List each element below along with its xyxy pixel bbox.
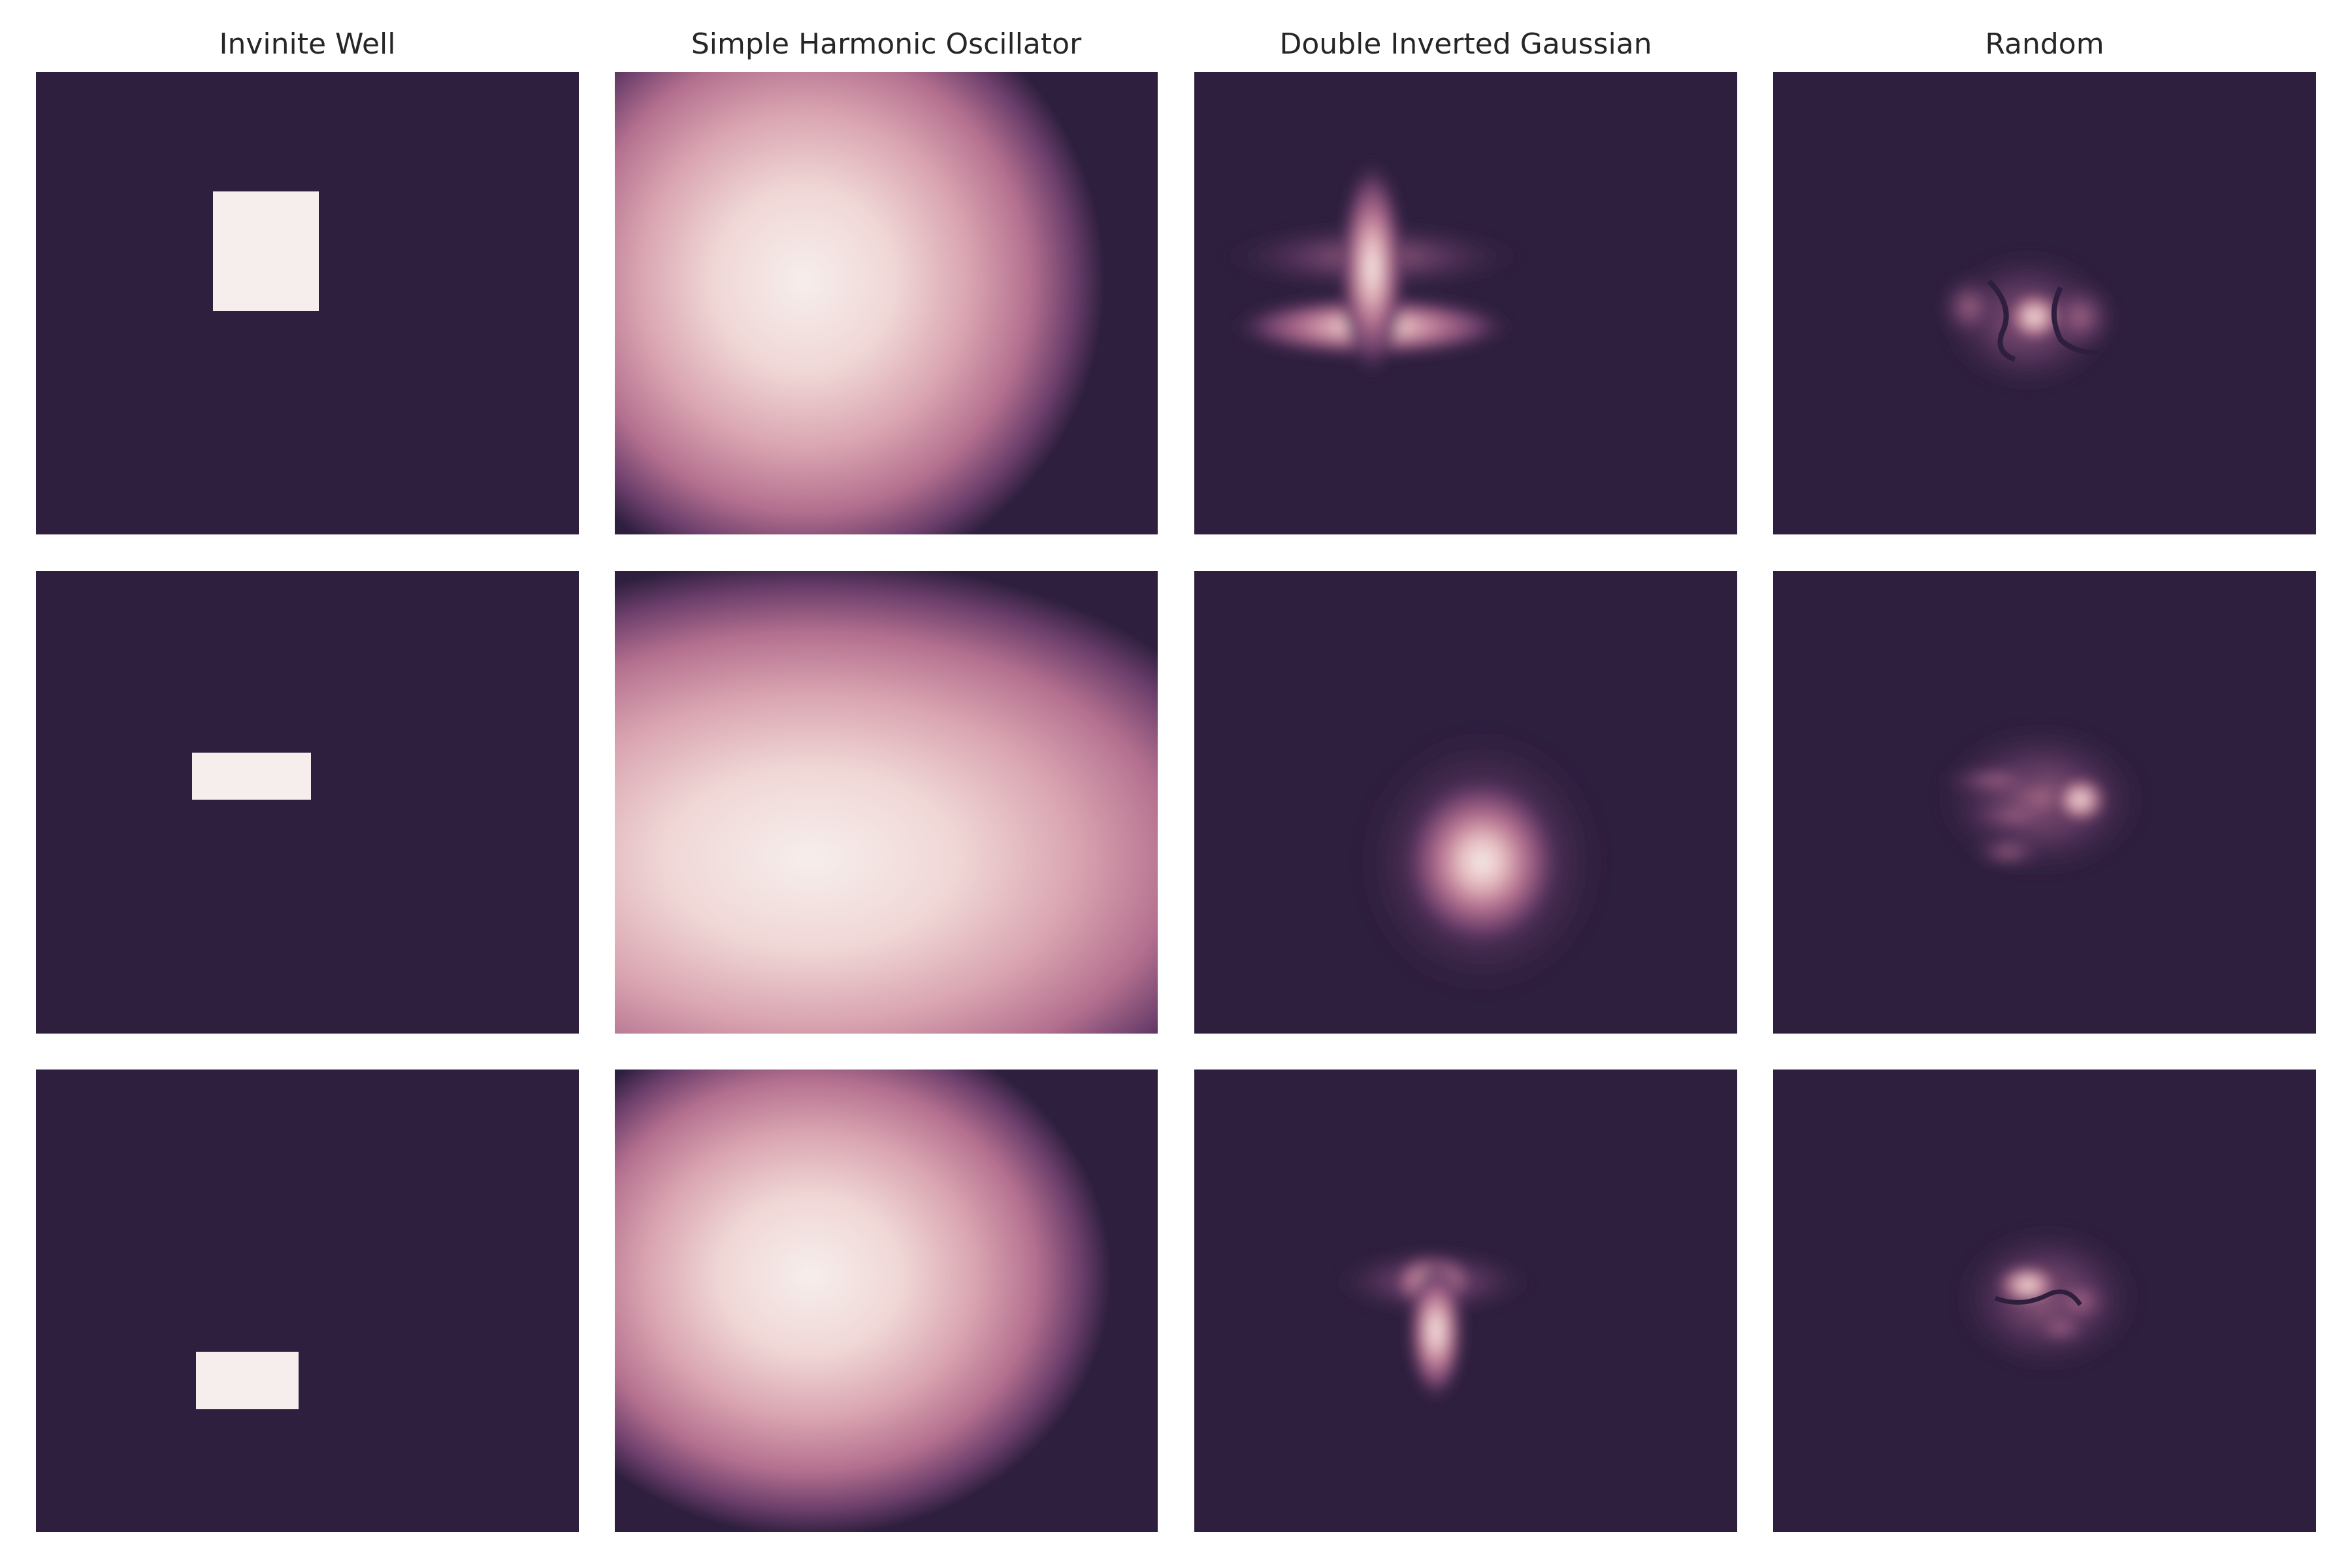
panel-harmonic-oscillator-3 [615, 1070, 1158, 1532]
density-vertical-arm [1407, 1259, 1465, 1403]
panel-random-1 [1773, 72, 2316, 534]
column-title-random: Random [1985, 27, 2104, 61]
density-blob [615, 571, 1158, 1034]
panel-double-gaussian-1 [1194, 72, 1737, 534]
panel-random-2 [1773, 571, 2316, 1034]
density-vertical-arm [1338, 157, 1406, 379]
panel-double-gaussian-3 [1194, 1070, 1737, 1532]
panel-double-gaussian-2 [1194, 571, 1737, 1034]
density-peak [1397, 770, 1567, 953]
density-blob [615, 72, 1105, 534]
well-region [196, 1352, 299, 1409]
density-blob [615, 1070, 1111, 1532]
panel-random-3 [1773, 1070, 2316, 1532]
panel-harmonic-oscillator-1 [615, 72, 1158, 534]
panel-infinite-well-2 [36, 571, 579, 1034]
density-peak [2002, 287, 2067, 346]
panel-infinite-well-3 [36, 1070, 579, 1532]
column-title-infinite-well: Invinite Well [219, 27, 396, 61]
well-region [192, 753, 311, 800]
panel-harmonic-oscillator-2 [615, 571, 1158, 1034]
column-title-double-inverted-gaussian: Double Inverted Gaussian [1279, 27, 1652, 61]
well-region [213, 191, 319, 311]
density-peak [2051, 774, 2110, 826]
column-title-harmonic-oscillator: Simple Harmonic Oscillator [691, 27, 1082, 61]
panel-infinite-well-1 [36, 72, 579, 534]
